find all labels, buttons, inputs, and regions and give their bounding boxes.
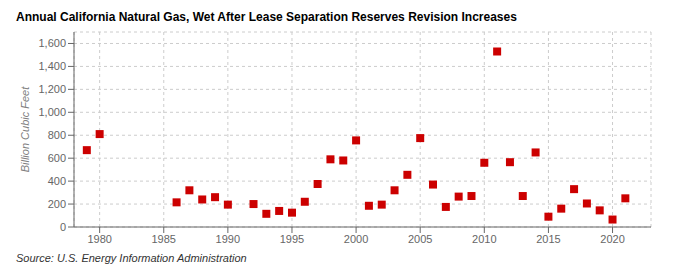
svg-text:0: 0 (60, 221, 66, 233)
svg-text:800: 800 (48, 129, 66, 141)
svg-text:600: 600 (48, 152, 66, 164)
svg-text:Billion Cubic Feet: Billion Cubic Feet (19, 86, 31, 173)
html-text:Annual California Natural Gas,: Annual California Natural Gas, Wet After… (16, 10, 517, 24)
svg-text:1,600: 1,600 (38, 37, 66, 49)
svg-text:2005: 2005 (408, 233, 432, 245)
svg-text:1,000: 1,000 (38, 106, 66, 118)
svg-text:1,200: 1,200 (38, 83, 66, 95)
svg-text:2020: 2020 (600, 233, 624, 245)
html-text:Source: U.S. Energy Informatio: Source: U.S. Energy Information Administ… (16, 252, 247, 264)
svg-text:2015: 2015 (536, 233, 560, 245)
svg-text:1980: 1980 (87, 233, 111, 245)
svg-text:200: 200 (48, 198, 66, 210)
svg-text:2000: 2000 (344, 233, 368, 245)
svg-text:1,400: 1,400 (38, 60, 66, 72)
svg-text:1990: 1990 (216, 233, 240, 245)
svg-text:1995: 1995 (280, 233, 304, 245)
svg-text:400: 400 (48, 175, 66, 187)
svg-text:1985: 1985 (152, 233, 176, 245)
svg-text:2010: 2010 (472, 233, 496, 245)
